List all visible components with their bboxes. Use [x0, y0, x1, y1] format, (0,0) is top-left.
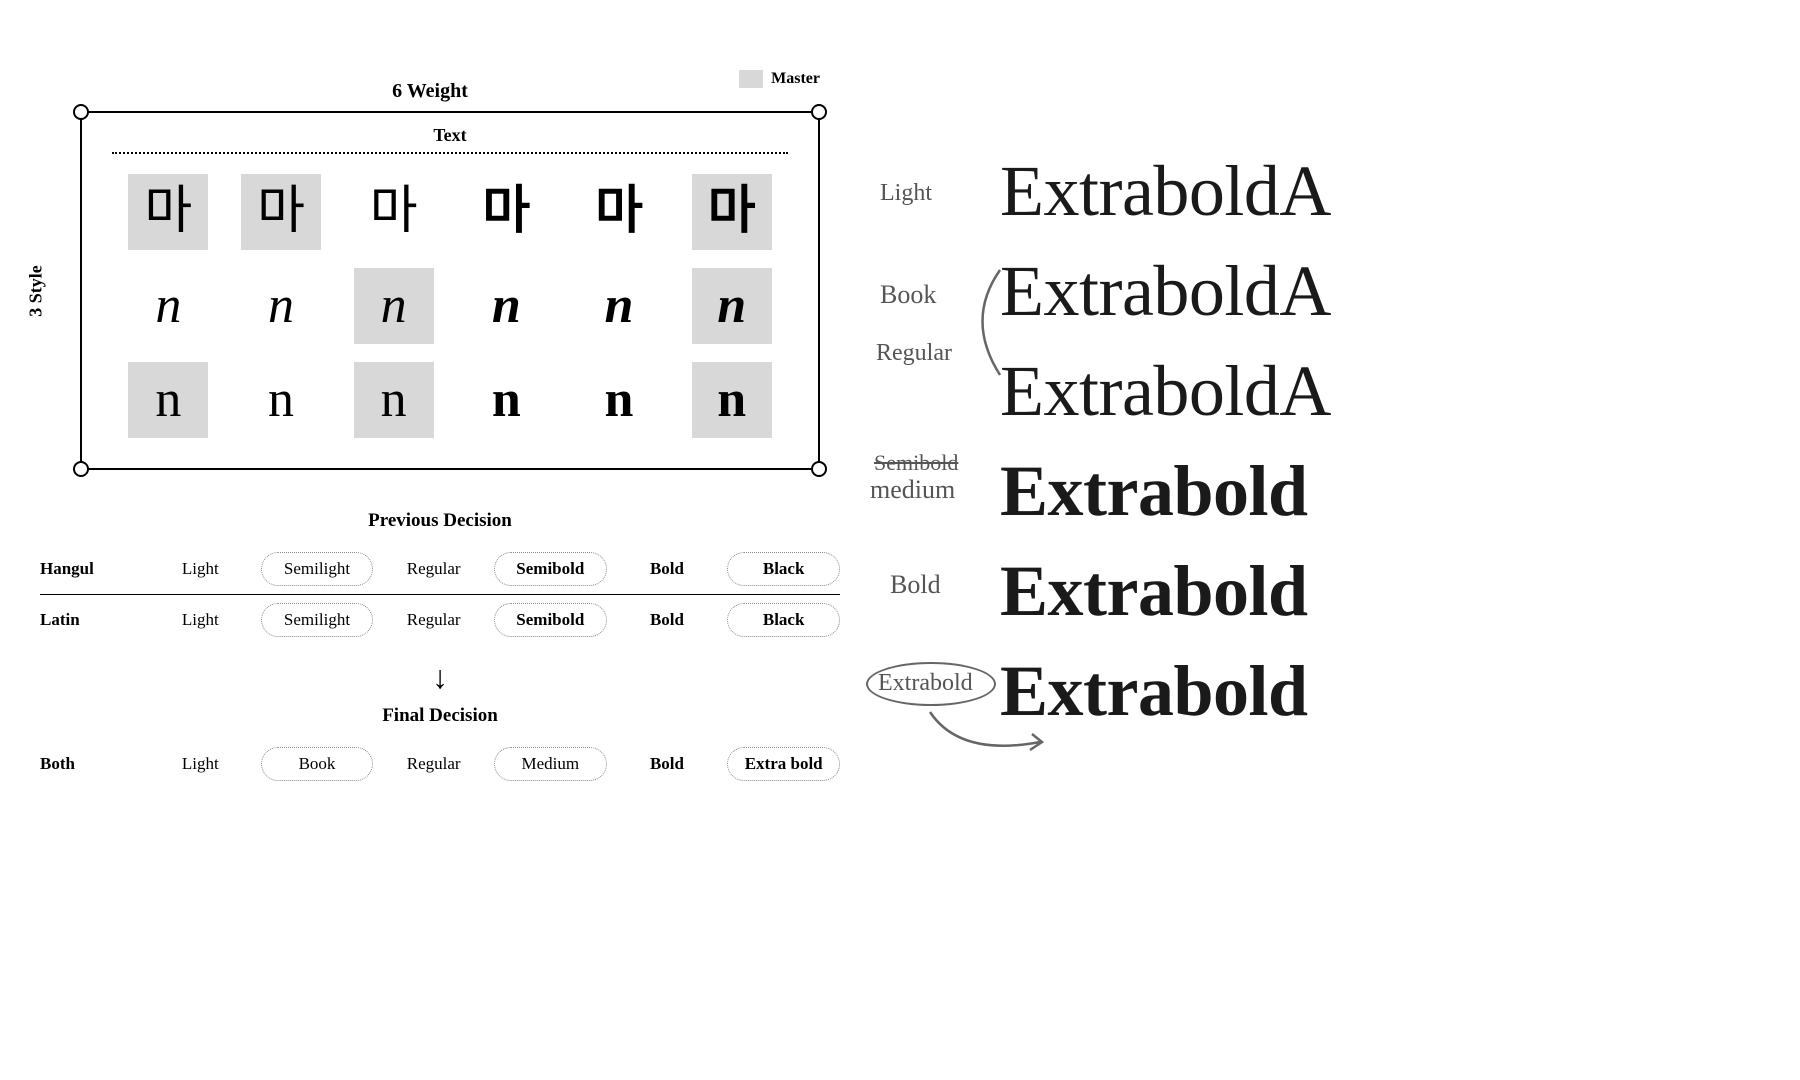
weight-cell: Semilight	[261, 603, 374, 637]
final-decision-title: Final Decision	[40, 705, 840, 727]
glyph-cell: n	[241, 268, 321, 344]
glyph-diagram-box: Text 마nn마nn마nn마nn마nn마nn	[80, 111, 820, 470]
weight-cell: Bold	[611, 604, 724, 636]
row-label: Both	[40, 754, 140, 774]
sample-word: ExtraboldA	[1000, 350, 1331, 433]
decision-row-both: BothLightBookRegularMediumBoldExtra bold	[40, 741, 840, 787]
glyph-column: 마nn	[675, 174, 788, 438]
corner-handle	[811, 461, 827, 477]
handwritten-label: Book	[880, 280, 936, 310]
glyph-cell: n	[692, 362, 772, 438]
weight-cell: Extra bold	[727, 747, 840, 781]
axis-left-label: 3 Style	[25, 265, 46, 317]
weight-cell: Light	[144, 553, 257, 585]
weight-cell: Semibold	[494, 603, 607, 637]
sample-word: ExtraboldA	[1000, 250, 1331, 333]
glyph-cell: n	[128, 362, 208, 438]
weight-cell: Light	[144, 748, 257, 780]
glyph-cell: n	[354, 268, 434, 344]
weight-cell: Light	[144, 604, 257, 636]
glyph-cell: 마	[241, 174, 321, 250]
corner-handle	[73, 461, 89, 477]
decision-row-latin: LatinLightSemilightRegularSemiboldBoldBl…	[40, 597, 840, 643]
handwriting-panel: Light Book Regular Semiboldmedium Bold Extrab…	[860, 130, 1800, 770]
handwritten-label: medium	[870, 475, 955, 505]
glyph-cell: 마	[579, 174, 659, 250]
glyph-column: 마nn	[225, 174, 338, 438]
legend-swatch	[739, 70, 763, 88]
glyph-cell: n	[579, 362, 659, 438]
weight-cell: Regular	[377, 748, 490, 780]
diagram-panel: Master 6 Weight 3 Style Text 마nn마nn마nn마n…	[40, 80, 820, 787]
previous-decision-title: Previous Decision	[40, 510, 840, 532]
weight-cell: Bold	[611, 553, 724, 585]
corner-handle	[73, 104, 89, 120]
sample-word: Extrabold	[1000, 450, 1308, 533]
glyph-column: 마nn	[112, 174, 225, 438]
dotted-divider	[112, 152, 788, 154]
glyph-cell: 마	[692, 174, 772, 250]
glyph-column: 마nn	[450, 174, 563, 438]
glyph-cell: n	[579, 268, 659, 344]
glyph-cell: n	[241, 362, 321, 438]
handwritten-label: Semibold	[874, 450, 958, 476]
glyph-column: 마nn	[337, 174, 450, 438]
weight-cell: Semilight	[261, 552, 374, 586]
circle-annotation	[866, 662, 996, 706]
legend: Master	[739, 70, 820, 88]
row-label: Latin	[40, 610, 140, 630]
glyph-cell: 마	[128, 174, 208, 250]
glyph-column: 마nn	[563, 174, 676, 438]
axis-top-label: 6 Weight	[40, 80, 820, 103]
weight-cell: Regular	[377, 604, 490, 636]
weight-cell: Semibold	[494, 552, 607, 586]
glyph-cell: n	[466, 362, 546, 438]
glyph-cell: n	[354, 362, 434, 438]
handwritten-label: Bold	[890, 570, 941, 600]
row-label: Hangul	[40, 559, 140, 579]
handwritten-label: Regular	[876, 340, 952, 367]
glyph-cell: n	[692, 268, 772, 344]
sample-word: ExtraboldA	[1000, 150, 1331, 233]
handwritten-label: Light	[880, 180, 932, 207]
weight-cell: Medium	[494, 747, 607, 781]
glyph-cell: 마	[466, 174, 546, 250]
arrow-down-icon: ↓	[40, 661, 840, 693]
glyph-cell: n	[128, 268, 208, 344]
glyph-cell: 마	[354, 174, 434, 250]
corner-handle	[811, 104, 827, 120]
glyph-grid: 마nn마nn마nn마nn마nn마nn	[102, 174, 798, 438]
weight-cell: Regular	[377, 553, 490, 585]
decision-section: Previous Decision HangulLightSemilightRe…	[40, 510, 840, 787]
decision-row-hangul: HangulLightSemilightRegularSemiboldBoldB…	[40, 546, 840, 592]
legend-label: Master	[771, 70, 820, 88]
weight-cell: Black	[727, 603, 840, 637]
sample-word: Extrabold	[1000, 550, 1308, 633]
row-divider	[40, 594, 840, 595]
weight-cell: Bold	[611, 748, 724, 780]
weight-cell: Book	[261, 747, 374, 781]
glyph-cell: n	[466, 268, 546, 344]
sample-word: Extrabold	[1000, 650, 1308, 733]
inner-label: Text	[102, 125, 798, 146]
weight-cell: Black	[727, 552, 840, 586]
